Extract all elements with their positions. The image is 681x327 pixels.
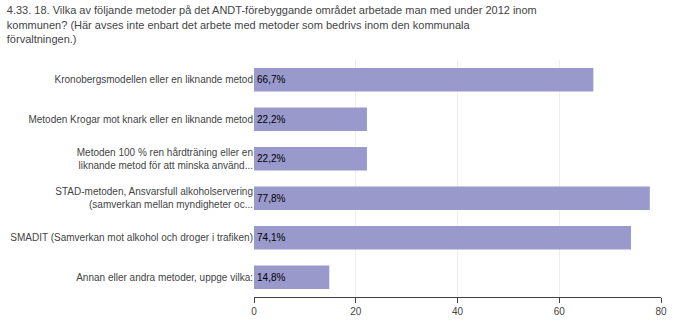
svg-text:66,7%: 66,7%	[257, 74, 285, 85]
svg-text:80: 80	[655, 306, 667, 317]
svg-text:Metoden Krogar mot knark eller: Metoden Krogar mot knark eller en liknan…	[28, 114, 253, 125]
svg-text:Kronobergsmodellen eller en li: Kronobergsmodellen eller en liknande met…	[55, 74, 253, 85]
svg-text:60: 60	[554, 306, 566, 317]
svg-text:Metoden 100 % ren hårdträning: Metoden 100 % ren hårdträning eller enli…	[77, 147, 253, 171]
svg-text:77,8%: 77,8%	[257, 193, 285, 204]
svg-text:STAD-metoden, Ansvarsfull alko: STAD-metoden, Ansvarsfull alkoholserveri…	[55, 186, 253, 210]
svg-text:40: 40	[452, 306, 464, 317]
svg-text:20: 20	[350, 306, 362, 317]
svg-text:0: 0	[251, 306, 257, 317]
svg-text:14,8%: 14,8%	[257, 272, 285, 283]
svg-text:SMADIT (Samverkan mot alkohol: SMADIT (Samverkan mot alkohol och droger…	[10, 232, 253, 243]
svg-text:22,2%: 22,2%	[257, 153, 285, 164]
svg-text:74,1%: 74,1%	[257, 232, 285, 243]
svg-text:4.33. 18. Vilka av följande me: 4.33. 18. Vilka av följande metoder på d…	[7, 4, 537, 45]
svg-text:Annan eller andra metoder, upp: Annan eller andra metoder, uppge vilka:	[76, 272, 253, 283]
svg-text:22,2%: 22,2%	[257, 114, 285, 125]
